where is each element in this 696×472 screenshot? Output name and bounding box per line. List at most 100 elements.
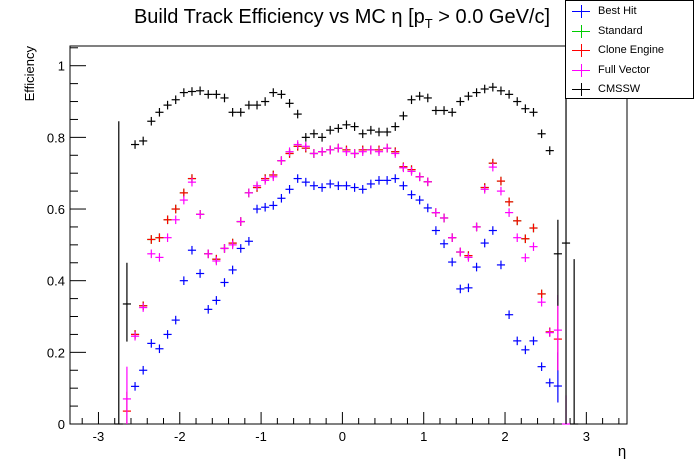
data-point [252, 181, 262, 191]
legend-entry-standard: Standard [570, 22, 643, 40]
data-point [391, 149, 400, 158]
data-point [423, 203, 432, 213]
data-point [488, 226, 497, 235]
data-point [570, 259, 579, 425]
data-point [521, 234, 530, 244]
data-point [448, 257, 457, 267]
data-point [358, 129, 367, 139]
data-point [334, 181, 343, 191]
data-point [196, 269, 205, 278]
data-point [244, 188, 253, 198]
data-point [204, 305, 213, 314]
data-point [171, 215, 180, 225]
legend-marker-icon [570, 4, 592, 18]
data-point [277, 193, 286, 203]
data-point [236, 217, 245, 226]
legend-entry-full-vector: Full Vector [570, 61, 650, 79]
data-point [358, 147, 367, 156]
data-point [545, 146, 554, 155]
data-point [399, 111, 408, 121]
data-point [529, 336, 538, 346]
data-point [163, 215, 172, 225]
data-point [204, 249, 213, 259]
title-tail: > 0.0 GeV/c] [432, 6, 551, 28]
data-point [521, 345, 530, 355]
chart-title: Build Track Efficiency vs MC η [pT > 0.0… [0, 6, 696, 31]
data-point [521, 253, 530, 263]
data-point [529, 223, 538, 233]
data-point [155, 233, 164, 242]
legend-entry-best-hit: Best Hit [570, 2, 637, 20]
legend-label: CMSSW [598, 83, 641, 95]
data-point [147, 116, 156, 126]
series-best-hit [130, 174, 562, 403]
data-point [366, 145, 375, 155]
legend-label: Full Vector [598, 63, 650, 76]
data-point [342, 120, 351, 130]
data-point [114, 121, 123, 425]
data-point [196, 86, 205, 96]
title-subscript: T [424, 16, 433, 31]
data-point [318, 183, 327, 192]
data-point [326, 179, 335, 189]
data-point [431, 208, 440, 217]
data-point [496, 176, 506, 186]
data-point [147, 339, 156, 348]
x-axis-label: η [618, 443, 626, 460]
data-point [399, 163, 408, 173]
data-point [553, 295, 562, 371]
data-point [220, 244, 229, 253]
data-point [171, 204, 180, 214]
data-point [513, 233, 522, 242]
data-point [399, 181, 408, 191]
data-point [179, 88, 188, 97]
data-point [147, 249, 156, 259]
data-point [415, 91, 424, 101]
data-point [187, 87, 197, 96]
data-point [464, 91, 473, 101]
data-point [423, 177, 432, 187]
data-point [496, 260, 506, 270]
data-point [318, 147, 327, 156]
data-point [252, 100, 262, 110]
data-point [179, 188, 188, 198]
data-point [374, 147, 384, 156]
data-point [350, 149, 359, 158]
x-tick-label: -1 [255, 429, 267, 444]
legend-label: Standard [598, 24, 643, 37]
data-point [505, 197, 514, 207]
y-tick-label: 0.2 [47, 345, 65, 360]
data-point [293, 174, 302, 183]
data-point [155, 344, 164, 354]
data-point [171, 95, 180, 105]
data-point [537, 289, 546, 299]
data-point [342, 181, 351, 191]
data-point [261, 202, 270, 212]
data-point [521, 104, 530, 114]
y-tick-label: 0 [58, 417, 65, 432]
data-point [350, 183, 359, 192]
data-point [358, 185, 367, 194]
data-point [204, 90, 213, 99]
data-point [269, 201, 278, 210]
data-point [431, 106, 440, 115]
data-point [163, 100, 172, 110]
data-point [130, 331, 140, 341]
data-point [163, 233, 172, 242]
data-point [130, 140, 140, 149]
data-point [236, 244, 245, 253]
data-point [171, 315, 180, 325]
data-point [505, 310, 514, 320]
data-point [163, 330, 172, 339]
x-tick-label: -2 [174, 429, 186, 444]
data-point [448, 233, 457, 242]
y-axis-label: Efficiency [22, 46, 37, 102]
data-point [431, 226, 440, 235]
data-point [147, 235, 156, 244]
data-point [309, 129, 319, 139]
data-point [545, 378, 554, 388]
data-point [488, 162, 497, 172]
data-point [244, 236, 253, 246]
data-point [439, 239, 449, 249]
